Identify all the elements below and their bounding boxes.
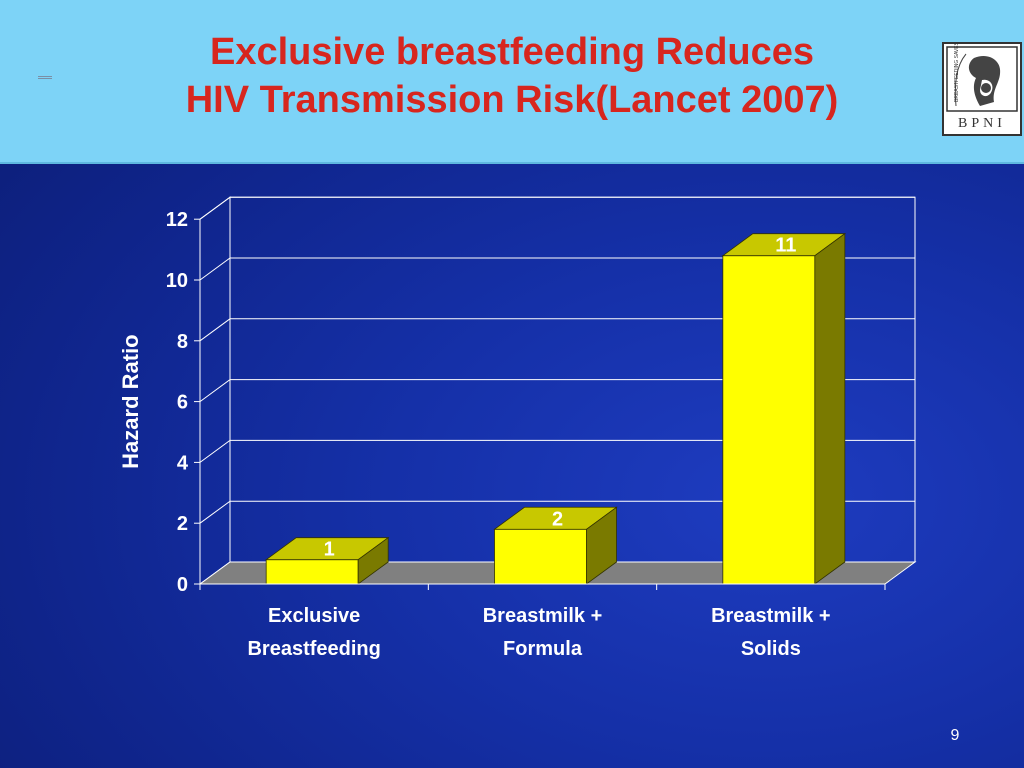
y-tick-label: 6: [177, 392, 188, 414]
x-category-label: Breastmilk +: [711, 605, 831, 627]
title-line-2: HIV Transmission Risk(Lancet 2007): [185, 79, 839, 121]
y-tick-label: 2: [177, 513, 188, 535]
page-number: 9: [950, 727, 960, 744]
x-category-label: Formula: [503, 638, 583, 660]
x-category-label: Breastfeeding: [247, 638, 380, 660]
slide-title: Exclusive breastfeeding Reduces HIV Tran…: [0, 28, 1024, 124]
bar-side: [814, 232, 846, 585]
title-line-1: Exclusive breastfeeding Reduces: [209, 31, 815, 73]
logo-text: BPNI: [958, 116, 1006, 131]
y-axis-title: Hazard Ratio: [118, 334, 143, 468]
title-banner: Exclusive breastfeeding Reduces HIV Tran…: [0, 0, 1024, 164]
bpni-logo: BREASTFEEDING SAVES LIVES BPNI: [942, 26, 1022, 136]
bar-front: [265, 559, 359, 585]
x-category-label: Breastmilk +: [483, 605, 603, 627]
x-category-label: Exclusive: [268, 605, 360, 627]
data-label: 11: [775, 235, 796, 257]
gridline: [199, 257, 915, 281]
gridline: [199, 500, 915, 524]
gridline: [199, 196, 915, 220]
x-category-label: Solids: [741, 638, 801, 660]
y-tick-label: 10: [166, 270, 188, 292]
y-tick-label: 12: [166, 209, 188, 231]
data-label: 2: [552, 508, 563, 530]
gridline: [199, 379, 915, 403]
bar-side: [586, 506, 617, 585]
data-label: 1: [324, 539, 335, 561]
bar-side: [357, 536, 389, 585]
gridline: [199, 318, 915, 342]
y-tick-label: 0: [177, 574, 188, 596]
bar-front: [722, 255, 816, 585]
y-tick-label: 4: [177, 452, 189, 474]
tiny-note-mark: [38, 76, 52, 80]
y-tick-label: 8: [177, 331, 188, 353]
bar-front: [494, 528, 587, 585]
mother-child-logo-icon: BREASTFEEDING SAVES LIVES: [946, 26, 1018, 112]
svg-text:BREASTFEEDING SAVES LIVES: BREASTFEEDING SAVES LIVES: [954, 44, 960, 102]
gridline: [199, 439, 915, 463]
